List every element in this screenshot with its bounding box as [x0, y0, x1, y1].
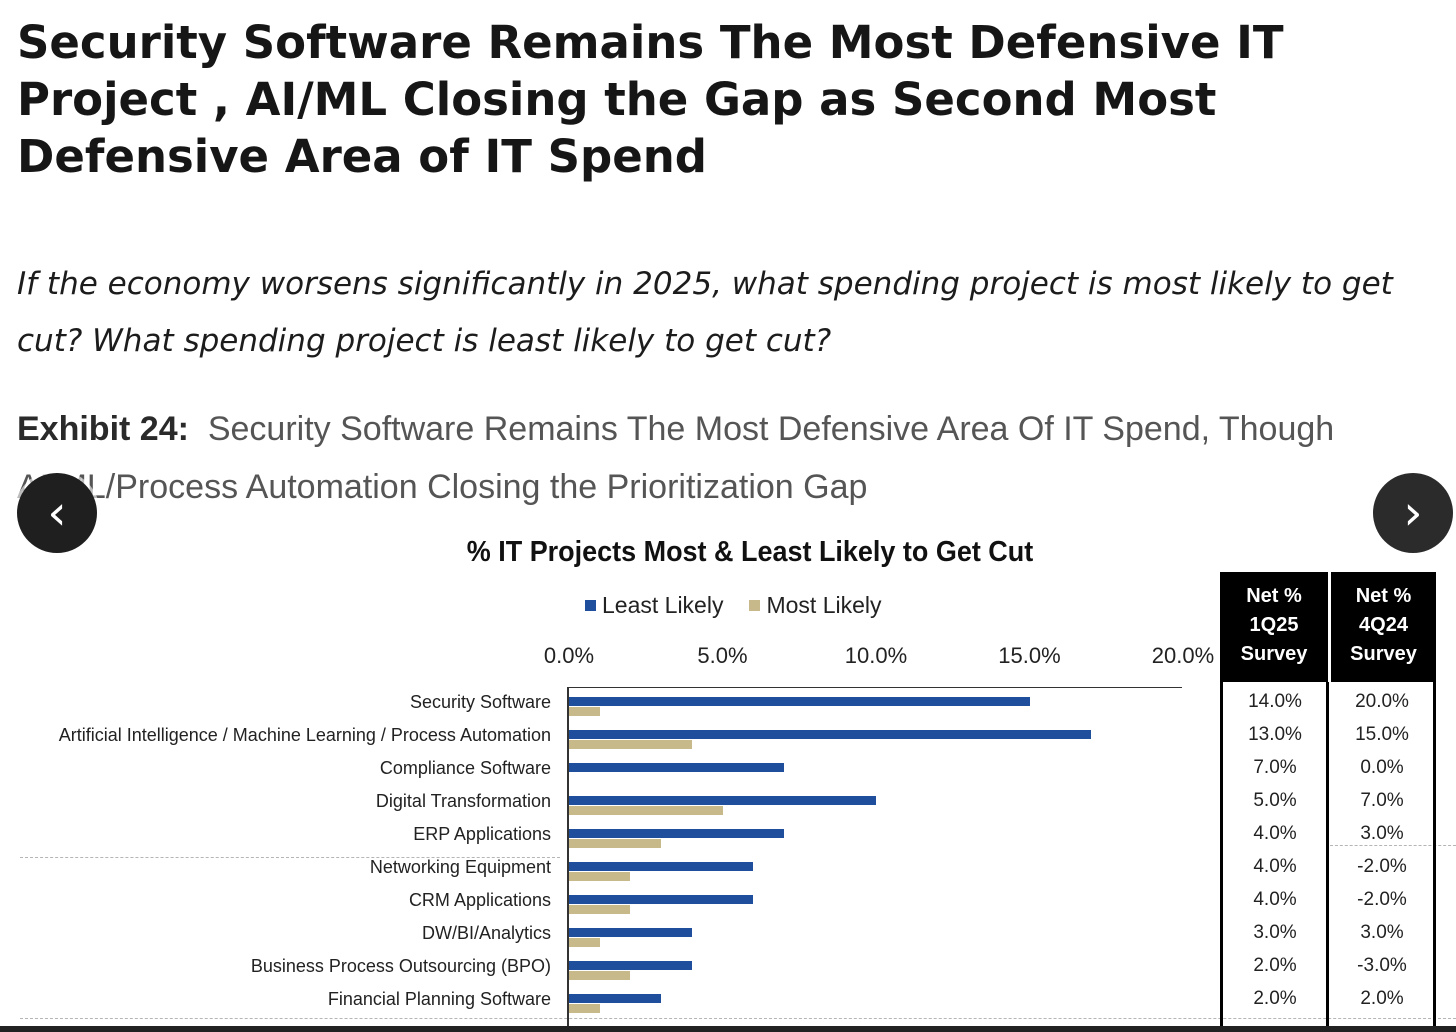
next-slide-button[interactable]: ›	[1373, 473, 1453, 553]
bar-most-likely	[569, 839, 662, 848]
legend-least: Least Likely	[585, 592, 723, 619]
chevron-left-icon: ‹	[47, 485, 67, 541]
table-cell-net-4q24: 2.0%	[1360, 988, 1404, 1009]
table-cell-net-1q25: 2.0%	[1253, 988, 1297, 1009]
exhibit-label: Exhibit 24:	[17, 410, 189, 448]
category-label: Compliance Software	[379, 758, 551, 778]
table-cell-net-4q24: 7.0%	[1360, 790, 1404, 811]
header-line: Net %	[1355, 585, 1412, 607]
table-cell-net-1q25: 4.0%	[1253, 856, 1297, 877]
bar-most-likely	[569, 740, 692, 749]
table-cell-net-1q25: 13.0%	[1248, 724, 1302, 745]
x-tick-label: 10.0%	[844, 643, 908, 668]
table-cell-net-1q25: 4.0%	[1253, 823, 1297, 844]
chevron-right-icon: ›	[1403, 485, 1423, 541]
category-label: ERP Applications	[413, 824, 551, 844]
bar-most-likely	[569, 872, 631, 881]
dashed-separator	[20, 857, 560, 858]
table-cell-net-4q24: 3.0%	[1360, 922, 1404, 943]
bar-least-likely	[569, 895, 754, 904]
category-label: CRM Applications	[408, 890, 551, 910]
chart-title: % IT Projects Most & Least Likely to Get…	[466, 536, 1034, 568]
x-tick-label: 0.0%	[543, 643, 595, 668]
category-label: Artificial Intelligence / Machine Learni…	[58, 725, 551, 745]
bar-most-likely	[569, 707, 600, 716]
table-border-left	[1220, 682, 1223, 1032]
header-line: 1Q25	[1249, 614, 1299, 636]
bottom-divider	[0, 1026, 1456, 1032]
exhibit-text: Security Software Remains The Most Defen…	[17, 410, 1335, 506]
table-header-net-4q24: Net % 4Q24 Survey	[1328, 572, 1436, 682]
table-cell-net-1q25: 5.0%	[1253, 790, 1297, 811]
category-label: Business Process Outsourcing (BPO)	[250, 956, 551, 976]
bar-least-likely	[569, 796, 876, 805]
x-tick-label: 20.0%	[1151, 643, 1215, 668]
dashed-separator	[20, 1018, 1456, 1019]
legend-swatch-least	[585, 600, 596, 611]
bar-least-likely	[569, 763, 784, 772]
table-cell-net-4q24: 3.0%	[1360, 823, 1404, 844]
category-label: Security Software	[409, 692, 551, 712]
bar-most-likely	[569, 806, 723, 815]
table-cell-net-4q24: -2.0%	[1357, 889, 1407, 910]
legend-most: Most Likely	[749, 592, 882, 619]
table-cell-net-1q25: 7.0%	[1253, 757, 1297, 778]
x-tick-label: 15.0%	[998, 643, 1061, 668]
table-cell-net-4q24: 0.0%	[1360, 757, 1404, 778]
legend-swatch-most	[749, 600, 761, 611]
header-line: Survey	[1350, 643, 1417, 665]
x-tick-label: 5.0%	[697, 643, 748, 668]
bar-least-likely	[569, 829, 784, 838]
bar-least-likely	[569, 697, 1030, 706]
category-label: DW/BI/Analytics	[421, 923, 551, 943]
header-line: Net %	[1246, 585, 1302, 607]
table-cell-net-4q24: -3.0%	[1357, 955, 1407, 976]
page-headline: Security Software Remains The Most Defen…	[17, 16, 1284, 183]
legend-label-most: Most Likely	[766, 592, 882, 618]
bar-least-likely	[569, 730, 1091, 739]
table-cell-net-1q25: 2.0%	[1253, 955, 1297, 976]
legend-label-least: Least Likely	[602, 592, 724, 618]
question-subtitle: If the economy worsens significantly in …	[17, 266, 1393, 359]
dashed-separator	[1330, 845, 1456, 846]
table-border-mid	[1326, 682, 1329, 1032]
table-cell-net-1q25: 14.0%	[1248, 691, 1302, 712]
table-cell-net-1q25: 3.0%	[1253, 922, 1297, 943]
table-cell-net-4q24: 20.0%	[1355, 691, 1409, 712]
header-line: 4Q24	[1359, 614, 1408, 636]
chart-legend: Least Likely Most Likely	[585, 592, 882, 619]
table-border-right	[1433, 682, 1436, 1032]
bar-least-likely	[569, 928, 692, 937]
table-header-net-1q25: Net % 1Q25 Survey	[1220, 572, 1328, 682]
previous-slide-button[interactable]: ‹	[17, 473, 97, 553]
category-label: Financial Planning Software	[327, 989, 551, 1009]
bar-most-likely	[569, 905, 631, 914]
bar-least-likely	[569, 862, 754, 871]
chart-axis-left	[567, 687, 569, 1032]
header-line: Survey	[1240, 643, 1308, 665]
bar-most-likely	[569, 971, 631, 980]
bar-least-likely	[569, 961, 692, 970]
bar-most-likely	[569, 938, 600, 947]
table-cell-net-4q24: -2.0%	[1357, 856, 1407, 877]
category-label: Digital Transformation	[375, 791, 551, 811]
bar-most-likely	[569, 1004, 600, 1013]
category-label: Networking Equipment	[369, 857, 551, 877]
exhibit-caption: Exhibit 24: Security Software Remains Th…	[17, 400, 1437, 516]
table-cell-net-4q24: 15.0%	[1355, 724, 1409, 745]
chart-axis-top	[567, 687, 1182, 688]
bar-least-likely	[569, 994, 662, 1003]
table-cell-net-1q25: 4.0%	[1253, 889, 1297, 910]
